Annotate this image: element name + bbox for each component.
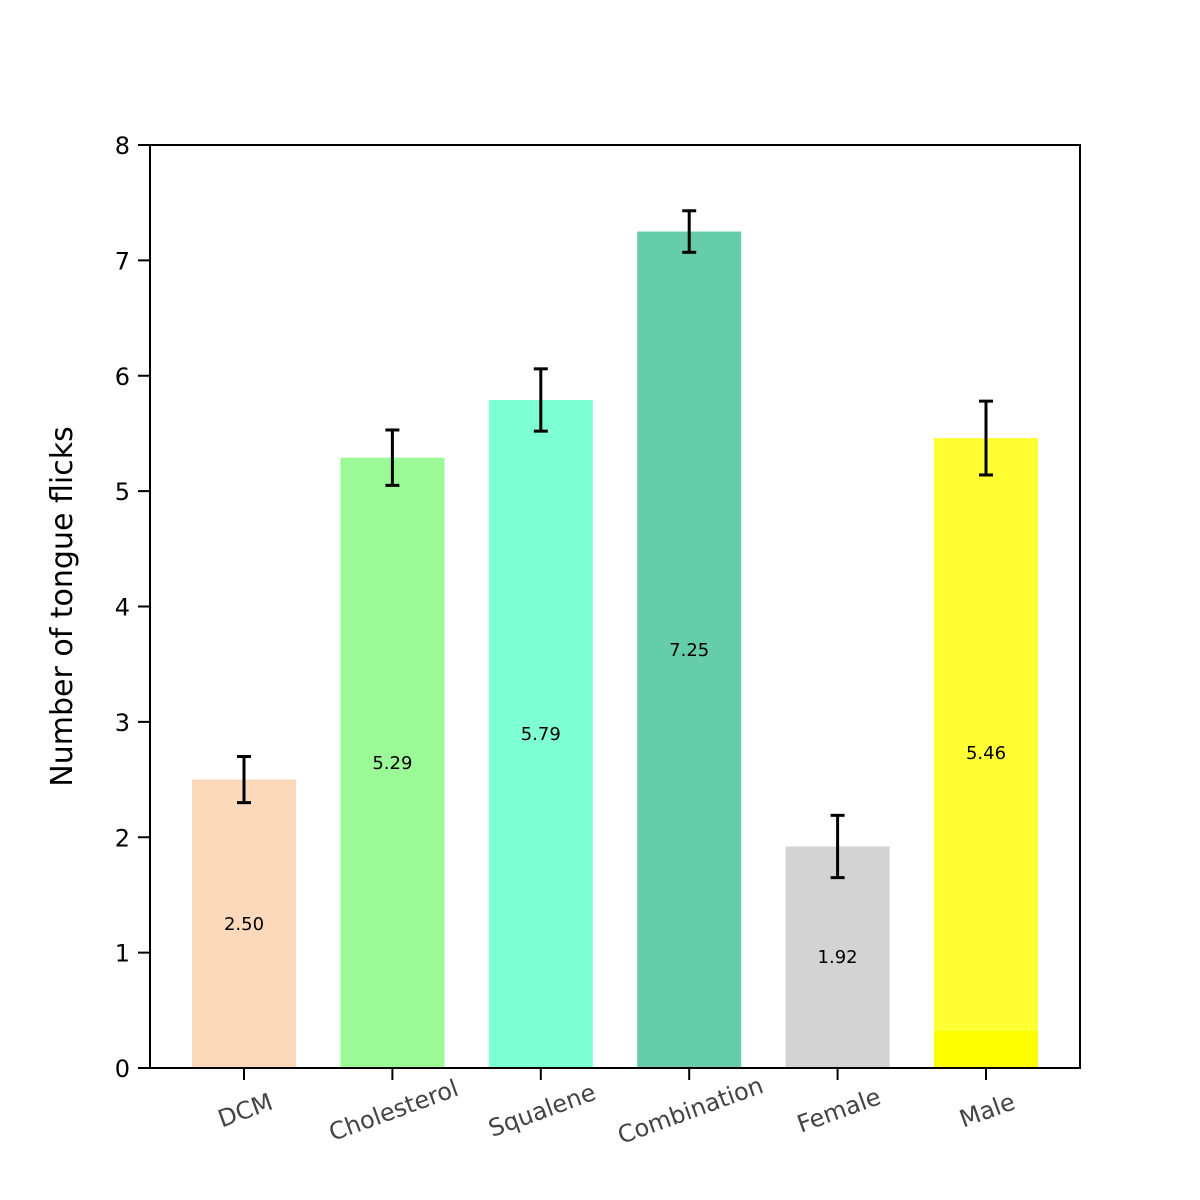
error-bars-layer: [237, 209, 993, 880]
y-tick-label: 3: [115, 709, 130, 737]
x-tick-label-dcm: DCM: [214, 1088, 276, 1133]
value-label-squalene: 5.79: [521, 724, 561, 745]
x-tick-label-combination: Combination: [614, 1071, 767, 1150]
bar-female: [785, 846, 890, 1068]
y-axis: 0 1 2 3 4 5 6 7 8: [115, 132, 150, 1083]
value-label-combination: 7.25: [669, 640, 709, 661]
x-axis: DCM Cholesterol Squalene Combination Female M…: [214, 1068, 1019, 1150]
value-label-female: 1.92: [818, 947, 858, 968]
value-labels-layer: 2.50 5.29 5.79 7.25 1.92 5.46: [224, 640, 1006, 968]
x-tick-label-male: Male: [956, 1088, 1019, 1134]
y-tick-label: 5: [115, 478, 130, 506]
value-label-cholesterol: 5.29: [372, 753, 412, 774]
x-tick-label-cholesterol: Cholesterol: [325, 1074, 462, 1147]
y-tick-label: 1: [115, 940, 130, 968]
y-tick-label: 2: [115, 824, 130, 852]
y-tick-label: 6: [115, 363, 130, 391]
y-tick-label: 8: [115, 132, 130, 160]
base-band-layer: [934, 1031, 1038, 1068]
value-label-dcm: 2.50: [224, 914, 264, 935]
x-tick-label-female: Female: [793, 1082, 884, 1138]
y-tick-label: 4: [115, 594, 130, 622]
y-tick-label: 0: [115, 1055, 130, 1083]
bar-male: [934, 438, 1038, 1068]
bar-squalene: [488, 399, 593, 1068]
bars-layer: [192, 231, 1038, 1068]
x-tick-label-squalene: Squalene: [485, 1078, 600, 1143]
male-base-band: [934, 1031, 1038, 1068]
bar-combination: [637, 231, 742, 1068]
bar-cholesterol: [340, 457, 445, 1068]
y-axis-title: Number of tongue flicks: [45, 426, 80, 786]
bar-dcm: [192, 779, 296, 1068]
value-label-male: 5.46: [966, 743, 1006, 764]
y-tick-label: 7: [115, 247, 130, 275]
